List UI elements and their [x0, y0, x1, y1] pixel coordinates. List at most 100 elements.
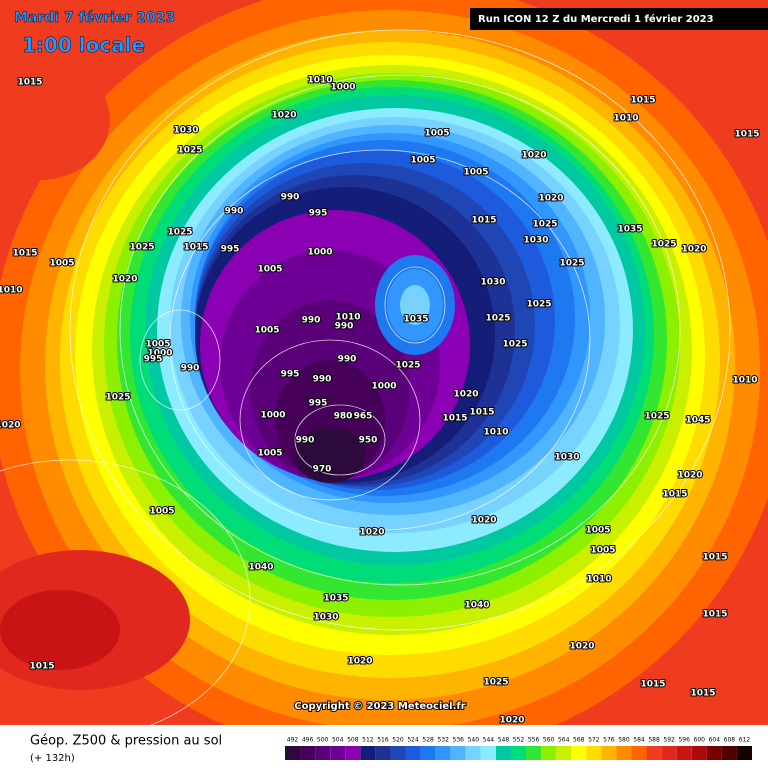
colorbar-swatch: [601, 746, 617, 760]
pressure-label: 1015: [471, 216, 496, 226]
pressure-label: 1005: [424, 129, 449, 139]
pressure-label: 970: [313, 465, 332, 475]
pressure-label: 1020: [112, 275, 137, 285]
colorbar-swatch: [300, 746, 316, 760]
pressure-label: 1005: [145, 340, 170, 350]
height-field: [0, 590, 120, 670]
pressure-label: 1020: [453, 390, 478, 400]
pressure-label: 995: [221, 245, 240, 255]
colorbar-label: 548: [498, 737, 510, 744]
pressure-label: 1025: [105, 393, 130, 403]
pressure-label: 1020: [677, 471, 702, 481]
forecast-date: Mardi 7 février 2023: [14, 10, 175, 26]
height-field: [400, 285, 430, 325]
colorbar-label: 572: [588, 737, 600, 744]
colorbar-label: 608: [724, 737, 736, 744]
pressure-label: 1010: [0, 286, 23, 296]
pressure-label: 1020: [521, 151, 546, 161]
pressure-label: 1035: [403, 315, 428, 325]
pressure-label: 1015: [662, 490, 687, 500]
pressure-label: 1025: [644, 412, 669, 422]
pressure-label: 1025: [485, 314, 510, 324]
colorbar-swatch: [390, 746, 406, 760]
pressure-label: 980: [334, 412, 353, 422]
pressure-label: 1020: [271, 111, 296, 121]
pressure-label: 1015: [183, 243, 208, 253]
pressure-label: 990: [281, 193, 300, 203]
colorbar-label: 544: [483, 737, 495, 744]
pressure-label: 1035: [323, 594, 348, 604]
pressure-label: 1015: [17, 78, 42, 88]
pressure-label: 1030: [523, 236, 548, 246]
pressure-label: 1010: [335, 313, 360, 323]
colorbar-swatch: [465, 746, 481, 760]
colorbar-label: 500: [317, 737, 329, 744]
pressure-label: 1005: [590, 546, 615, 556]
legend-title: Géop. Z500 & pression au sol: [30, 734, 222, 749]
colorbar-label: 516: [377, 737, 389, 744]
pressure-label: 1010: [586, 575, 611, 585]
colorbar-label: 508: [347, 737, 359, 744]
pressure-label: 1005: [257, 449, 282, 459]
colorbar-label: 580: [618, 737, 630, 744]
pressure-label: 990: [338, 355, 357, 365]
pressure-label: 1020: [359, 528, 384, 538]
pressure-label: 1025: [395, 361, 420, 371]
run-box: [470, 8, 768, 30]
colorbar-swatch: [330, 746, 346, 760]
pressure-label: 1000: [307, 248, 332, 258]
pressure-label: 1000: [260, 411, 285, 421]
colorbar-label: 492: [287, 737, 299, 744]
colorbar-swatch: [315, 746, 331, 760]
isobars: [0, 29, 731, 725]
pressure-label: 1035: [617, 225, 642, 235]
pressure-label: 1025: [167, 228, 192, 238]
colorbar-label: 524: [407, 737, 419, 744]
pressure-label: 1025: [483, 678, 508, 688]
colorbar-swatch: [586, 746, 602, 760]
colorbar-label: 504: [332, 737, 344, 744]
colorbar: 492 496 500 504 508 512 516 520 524 528 532 536 540 5…: [285, 737, 752, 760]
pressure-label: 1030: [480, 278, 505, 288]
pressure-label: 1015: [702, 553, 727, 563]
colorbar-swatch: [420, 746, 436, 760]
pressure-label: 1020: [681, 245, 706, 255]
colorbar-label: 496: [302, 737, 314, 744]
colorbar-swatch: [526, 746, 542, 760]
pressure-label: 1020: [0, 421, 21, 431]
colorbar-label: 564: [558, 737, 570, 744]
pressure-label: 1005: [463, 168, 488, 178]
pressure-label: 1010: [613, 114, 638, 124]
pressure-label: 990: [181, 364, 200, 374]
colorbar-swatch: [706, 746, 722, 760]
pressure-label: 1005: [49, 259, 74, 269]
colorbar-swatch: [676, 746, 692, 760]
colorbar-swatch: [691, 746, 707, 760]
colorbar-label: 576: [603, 737, 615, 744]
colorbar-label: 540: [468, 737, 480, 744]
pressure-label: 1025: [502, 340, 527, 350]
lead-time: (+ 132h): [30, 753, 75, 764]
height-field: [0, 60, 110, 180]
colorbar-label: 568: [573, 737, 585, 744]
pressure-label: 1015: [12, 249, 37, 259]
pressure-label: 1000: [147, 349, 172, 359]
colorbar-label: 604: [709, 737, 721, 744]
pressure-label: 1020: [471, 516, 496, 526]
pressure-label: 1030: [554, 453, 579, 463]
pressure-label: 1040: [248, 563, 273, 573]
pressure-label: 1030: [313, 613, 338, 623]
pressure-label: 1000: [371, 382, 396, 392]
pressure-label: 1005: [410, 156, 435, 166]
pressure-label: 1015: [442, 414, 467, 424]
pressure-label: 1025: [532, 220, 557, 230]
pressure-label: 1010: [307, 76, 332, 86]
pressure-label: 1020: [569, 642, 594, 652]
colorbar-label: 520: [392, 737, 404, 744]
colorbar-label: 536: [453, 737, 465, 744]
colorbar-swatch: [721, 746, 737, 760]
pressure-label: 1015: [469, 408, 494, 418]
